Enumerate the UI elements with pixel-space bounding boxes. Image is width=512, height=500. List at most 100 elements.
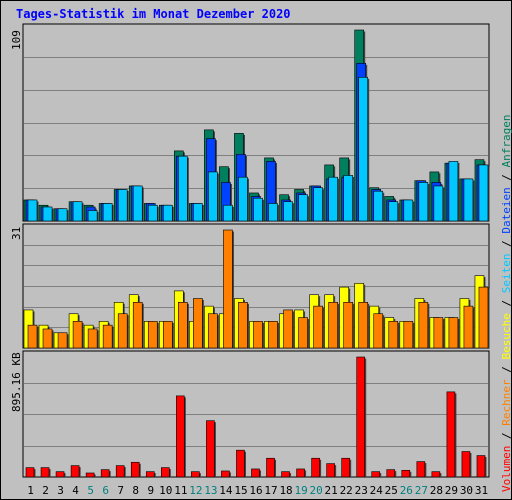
legend-dateien: Dateien	[500, 187, 512, 234]
requests-bar-seiten-day-14	[223, 204, 233, 222]
volume-bar-volumen-day-12	[191, 471, 200, 478]
x-tick-label-day-6: 6	[102, 484, 109, 497]
visits-bar-rechner-day-1	[27, 324, 38, 349]
volume-bar-volumen-day-28	[431, 471, 441, 478]
volume-bar-volumen-day-18	[281, 471, 290, 478]
legend-sep-1: /	[500, 425, 512, 446]
legend-volumen: Volumen	[500, 445, 512, 492]
requests-bar-seiten-day-16	[253, 197, 263, 222]
requests-bar-seiten-day-11	[178, 155, 188, 222]
x-tick-label-day-2: 2	[42, 484, 49, 497]
requests-bar-seiten-day-27	[418, 182, 429, 222]
volume-bar-volumen-day-26	[401, 469, 411, 478]
visits-bar-rechner-day-17	[268, 321, 278, 349]
requests-ymax-label: 109	[10, 30, 23, 50]
x-tick-label-day-26: 26	[400, 484, 413, 497]
x-tick-label-day-5: 5	[87, 484, 94, 497]
volume-bar-volumen-day-6	[100, 469, 110, 478]
visits-bar-rechner-day-24	[373, 313, 384, 349]
legend-sep-4: /	[500, 233, 512, 254]
visits-bar-rechner-day-19	[298, 317, 308, 349]
legend-anfragen: Anfragen	[500, 114, 512, 168]
requests-bar-seiten-day-7	[117, 189, 128, 222]
x-tick-label-day-23: 23	[355, 484, 368, 497]
visits-bar-rechner-day-27	[418, 302, 429, 349]
volume-bar-volumen-day-29	[446, 391, 456, 478]
requests-bar-seiten-day-28	[433, 185, 444, 222]
requests-bar-seiten-day-24	[373, 190, 384, 222]
x-tick-label-day-8: 8	[132, 484, 139, 497]
x-tick-label-day-21: 21	[325, 484, 338, 497]
x-tick-label-day-19: 19	[294, 484, 307, 497]
volume-bar-volumen-day-24	[371, 471, 381, 478]
visits-bar-rechner-day-3	[57, 332, 68, 349]
volume-bar-volumen-day-27	[416, 461, 426, 478]
volume-bar-volumen-day-14	[221, 470, 230, 478]
legend-sep-5: /	[500, 167, 512, 188]
volume-bar-volumen-day-31	[476, 455, 486, 478]
x-tick-label-day-31: 31	[475, 484, 488, 497]
visits-bar-rechner-day-22	[343, 302, 353, 349]
volume-bar-volumen-day-13	[206, 420, 215, 478]
requests-bar-seiten-day-12	[193, 203, 203, 222]
x-tick-label-day-12: 12	[189, 484, 202, 497]
requests-bar-seiten-day-5	[87, 210, 98, 222]
legend-sep-3: /	[500, 293, 512, 314]
requests-bar-seiten-day-23	[358, 77, 369, 222]
x-tick-label-day-28: 28	[430, 484, 443, 497]
visits-bar-rechner-day-4	[72, 321, 83, 349]
visits-bar-rechner-day-7	[117, 313, 128, 349]
legend-seiten: Seiten	[500, 253, 512, 294]
volume-bar-volumen-day-25	[386, 469, 396, 478]
x-tick-label-day-22: 22	[340, 484, 353, 497]
volume-bar-volumen-day-2	[40, 467, 50, 478]
visits-bar-rechner-day-10	[162, 321, 173, 349]
x-tick-label-day-27: 27	[415, 484, 428, 497]
volume-bar-volumen-day-30	[461, 451, 471, 478]
requests-bar-seiten-day-20	[313, 187, 323, 222]
volume-bar-volumen-day-19	[296, 468, 305, 478]
requests-bar-seiten-day-21	[328, 176, 338, 222]
requests-bar-seiten-day-15	[238, 176, 248, 222]
visits-bar-rechner-day-29	[448, 317, 459, 349]
volume-bar-volumen-day-20	[311, 457, 320, 478]
requests-bar-seiten-day-10	[162, 204, 173, 222]
visits-ymax-label: 31	[10, 226, 23, 240]
requests-bar-seiten-day-26	[403, 199, 414, 222]
volume-bar-volumen-day-5	[85, 472, 95, 478]
visits-bar-rechner-day-16	[253, 321, 263, 349]
requests-bar-seiten-day-3	[57, 208, 68, 222]
visits-bar-rechner-day-5	[87, 328, 98, 349]
visits-bar-rechner-day-21	[328, 302, 338, 349]
visits-bar-rechner-day-6	[102, 324, 113, 349]
requests-bar-seiten-day-9	[147, 204, 158, 222]
volume-bar-volumen-day-10	[160, 467, 170, 478]
requests-bar-seiten-day-30	[463, 178, 474, 222]
requests-bar-seiten-day-1	[27, 199, 38, 222]
visits-bar-rechner-day-9	[147, 321, 158, 349]
x-tick-label-day-25: 25	[385, 484, 398, 497]
legend-besuche: Besuche	[500, 313, 512, 360]
visits-bar-rechner-day-14	[223, 229, 233, 349]
volume-bar-volumen-day-1	[25, 467, 35, 478]
requests-bar-seiten-day-8	[132, 185, 143, 222]
volume-ymax-label: 895.16 KB	[10, 352, 23, 412]
requests-bar-seiten-day-31	[478, 164, 489, 222]
visits-bar-rechner-day-2	[42, 328, 53, 349]
volume-bar-volumen-day-22	[341, 457, 350, 478]
visits-bar-rechner-day-25	[388, 321, 399, 349]
visits-bar-rechner-day-13	[208, 313, 218, 349]
x-tick-label-day-20: 20	[310, 484, 323, 497]
volume-bar-volumen-day-9	[145, 471, 155, 478]
visits-bar-rechner-day-15	[238, 302, 248, 349]
volume-bar-volumen-day-15	[236, 449, 245, 478]
volume-bar-volumen-day-7	[115, 465, 125, 478]
x-tick-label-day-7: 7	[117, 484, 124, 497]
volume-bar-volumen-day-21	[326, 463, 335, 478]
requests-bar-seiten-day-2	[42, 206, 53, 222]
requests-bar-seiten-day-4	[72, 201, 83, 222]
requests-bar-seiten-day-17	[268, 203, 278, 222]
volume-bar-volumen-day-8	[130, 461, 140, 478]
